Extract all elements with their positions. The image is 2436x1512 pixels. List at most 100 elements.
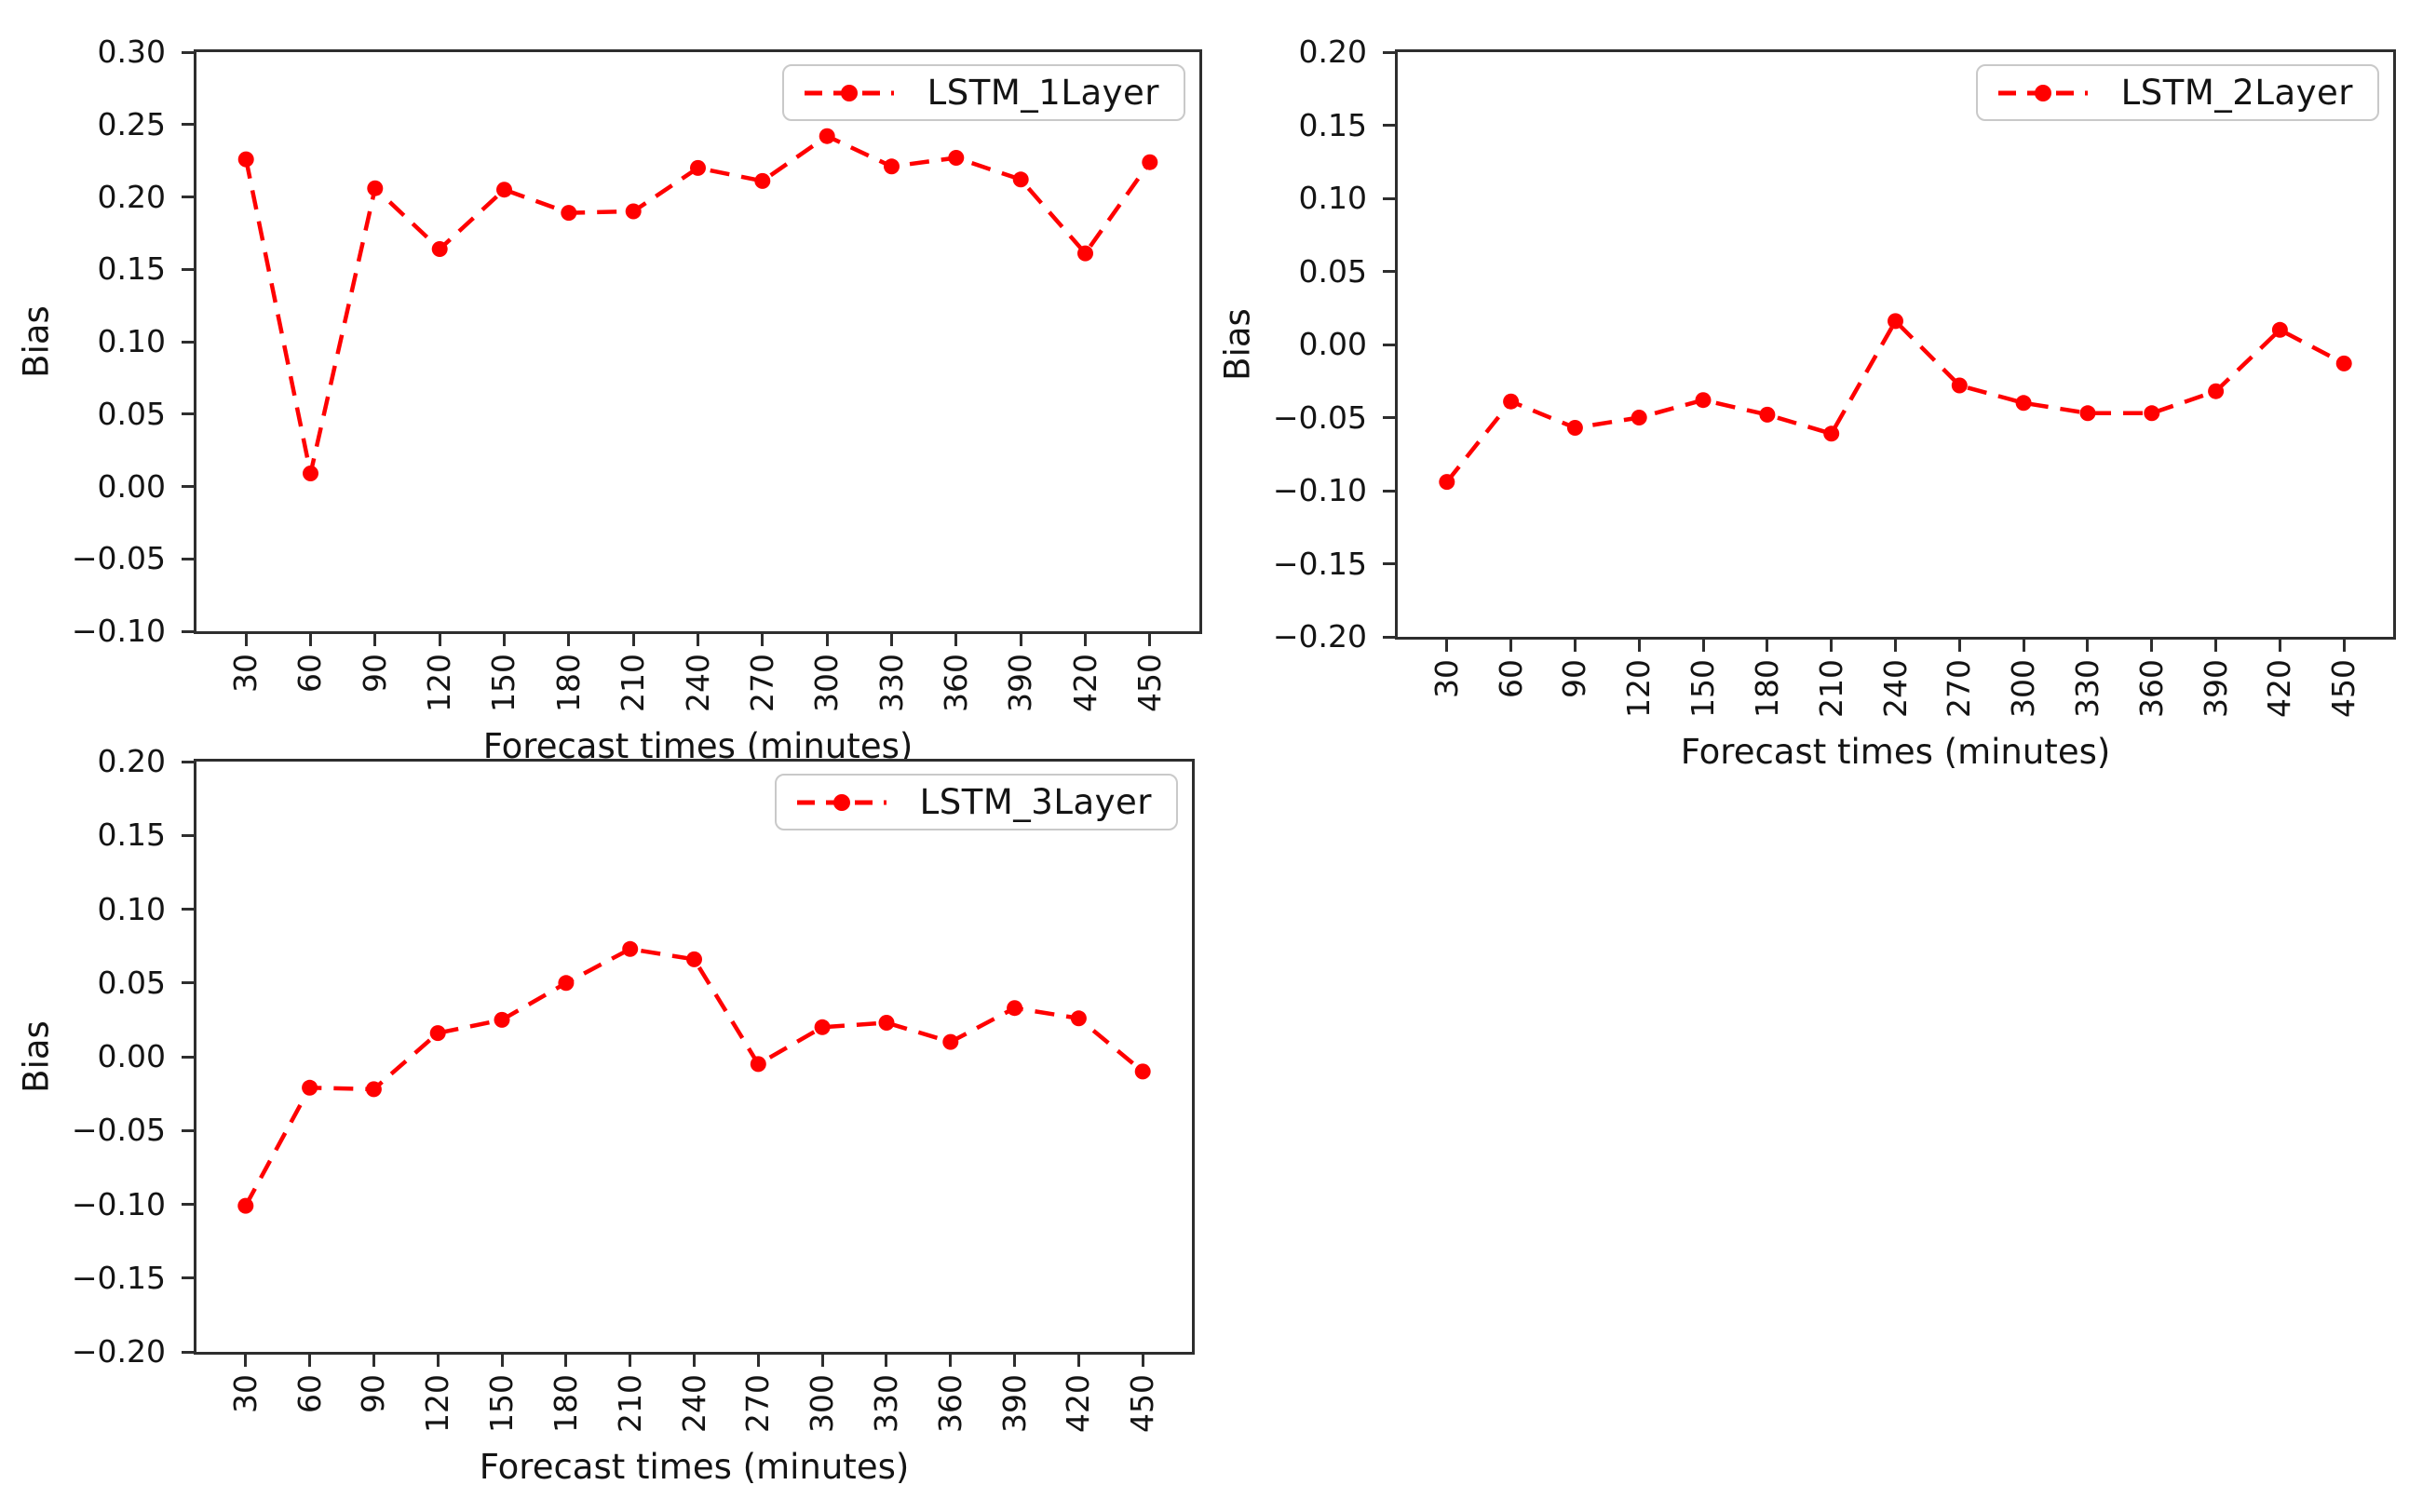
- legend-label: LSTM_1Layer: [927, 73, 1159, 113]
- x-tick-label: 180: [547, 1374, 584, 1433]
- x-tick-label: 240: [679, 654, 716, 712]
- x-tick-mark: [436, 1355, 440, 1367]
- y-tick-mark: [1383, 635, 1395, 639]
- x-tick-mark: [567, 634, 571, 646]
- x-tick-label: 150: [485, 654, 522, 712]
- y-tick-mark: [1383, 196, 1395, 200]
- x-tick-mark: [1019, 634, 1022, 646]
- legend-line-sample-icon: [804, 84, 894, 101]
- x-tick-label: 210: [1812, 659, 1849, 718]
- x-tick-mark: [2150, 640, 2154, 652]
- x-tick-label: 120: [421, 654, 458, 712]
- x-tick-mark: [697, 634, 699, 646]
- x-tick-label: 450: [1124, 1374, 1161, 1433]
- x-tick-mark: [372, 1355, 375, 1367]
- x-tick-mark: [885, 1355, 888, 1367]
- x-tick-label: 270: [739, 1374, 777, 1433]
- y-tick-mark: [1383, 416, 1395, 419]
- x-tick-label: 330: [873, 654, 910, 712]
- x-tick-mark: [308, 634, 312, 646]
- x-tick-label: 120: [1620, 659, 1658, 718]
- x-tick-label: 30: [226, 1374, 264, 1413]
- x-tick-label: 330: [2068, 659, 2105, 718]
- x-tick-label: 60: [1492, 659, 1529, 698]
- legend: LSTM_1Layer: [781, 64, 1185, 121]
- x-tick-label: 390: [1002, 654, 1039, 712]
- x-tick-label: 120: [419, 1374, 456, 1433]
- y-tick-mark: [182, 760, 194, 763]
- x-tick-label: 30: [1428, 659, 1465, 698]
- y-tick-mark: [182, 981, 194, 985]
- y-tick-label: 0.05: [97, 964, 166, 1001]
- x-tick-label: 390: [2197, 659, 2234, 718]
- x-tick-mark: [949, 1355, 953, 1367]
- x-tick-mark: [1084, 634, 1087, 646]
- x-tick-label: 300: [804, 1374, 841, 1433]
- x-axis-label: Forecast times (minutes): [1680, 732, 2111, 772]
- y-tick-mark: [182, 267, 194, 271]
- x-tick-label: 180: [549, 654, 587, 712]
- y-tick-mark: [1383, 562, 1395, 565]
- y-tick-mark: [182, 1055, 194, 1059]
- y-tick-label: 0.30: [97, 34, 166, 70]
- y-tick-label: 0.20: [97, 743, 166, 779]
- x-tick-mark: [1141, 1355, 1144, 1367]
- y-tick-mark: [182, 557, 194, 560]
- x-tick-mark: [1637, 640, 1641, 652]
- x-tick-mark: [438, 634, 441, 646]
- y-tick-mark: [182, 1276, 194, 1280]
- x-tick-mark: [1894, 640, 1897, 652]
- y-tick-label: 0.00: [97, 467, 166, 505]
- y-tick-mark: [182, 1350, 194, 1354]
- x-tick-mark: [1445, 640, 1449, 652]
- x-tick-mark: [761, 634, 765, 646]
- line-series-lstm-1layer: [237, 128, 1158, 481]
- x-tick-label: 390: [995, 1374, 1033, 1433]
- line-series-lstm-3layer: [237, 940, 1151, 1214]
- y-tick-label: 0.25: [97, 105, 166, 142]
- y-axis-label: Bias: [16, 305, 57, 378]
- x-tick-mark: [244, 634, 248, 646]
- x-tick-mark: [2214, 640, 2218, 652]
- x-tick-label: 300: [2005, 659, 2042, 718]
- x-tick-mark: [820, 1355, 824, 1367]
- x-tick-label: 270: [743, 654, 780, 712]
- x-tick-mark: [2342, 640, 2346, 652]
- x-tick-label: 90: [356, 654, 393, 693]
- legend-label: LSTM_2Layer: [2120, 73, 2353, 113]
- x-tick-mark: [693, 1355, 696, 1367]
- x-tick-label: 450: [1130, 654, 1168, 712]
- x-tick-mark: [1957, 640, 1961, 652]
- chart-lstm-2layer: 0.20 0.15 0.10 0.05 0.00 −0.05 −0.10 −0.15 −0.20…: [1218, 34, 2396, 772]
- x-tick-label: 420: [2261, 659, 2298, 718]
- x-tick-mark: [631, 634, 635, 646]
- x-tick-mark: [1509, 640, 1513, 652]
- y-tick-mark: [182, 485, 194, 488]
- y-tick-mark: [182, 1203, 194, 1206]
- y-tick-label: 0.10: [97, 890, 166, 927]
- x-tick-mark: [2278, 640, 2281, 652]
- x-tick-label: 240: [675, 1374, 712, 1433]
- legend-line-sample-icon: [1997, 84, 2088, 101]
- y-tick-label: 0.05: [97, 395, 166, 432]
- y-tick-mark: [1383, 489, 1395, 493]
- x-tick-mark: [890, 634, 893, 646]
- x-tick-mark: [373, 634, 377, 646]
- y-axis-label: Bias: [16, 1020, 57, 1093]
- y-tick-mark: [1383, 343, 1395, 346]
- x-tick-mark: [1766, 640, 1769, 652]
- y-tick-label: −0.05: [71, 540, 166, 577]
- y-tick-mark: [182, 196, 194, 198]
- y-tick-mark: [182, 123, 194, 127]
- x-tick-mark: [1701, 640, 1705, 652]
- x-tick-mark: [500, 1355, 504, 1367]
- legend: LSTM_3Layer: [774, 774, 1178, 830]
- x-tick-label: 450: [2325, 659, 2362, 718]
- y-tick-mark: [182, 412, 194, 416]
- x-tick-label: 90: [355, 1374, 392, 1413]
- x-tick-label: 360: [931, 1374, 968, 1433]
- x-tick-mark: [564, 1355, 568, 1367]
- line-series-lstm-2layer: [1439, 313, 2352, 491]
- y-axis-label: Bias: [1217, 308, 1258, 381]
- y-tick-mark: [1383, 124, 1395, 127]
